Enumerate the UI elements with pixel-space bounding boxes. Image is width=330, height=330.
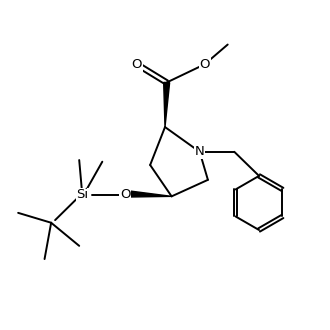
Text: O: O xyxy=(132,58,142,71)
Text: Si: Si xyxy=(77,188,88,201)
Polygon shape xyxy=(164,82,170,127)
Text: O: O xyxy=(120,188,131,201)
Polygon shape xyxy=(130,191,172,197)
Text: O: O xyxy=(199,58,210,71)
Text: N: N xyxy=(195,145,205,158)
